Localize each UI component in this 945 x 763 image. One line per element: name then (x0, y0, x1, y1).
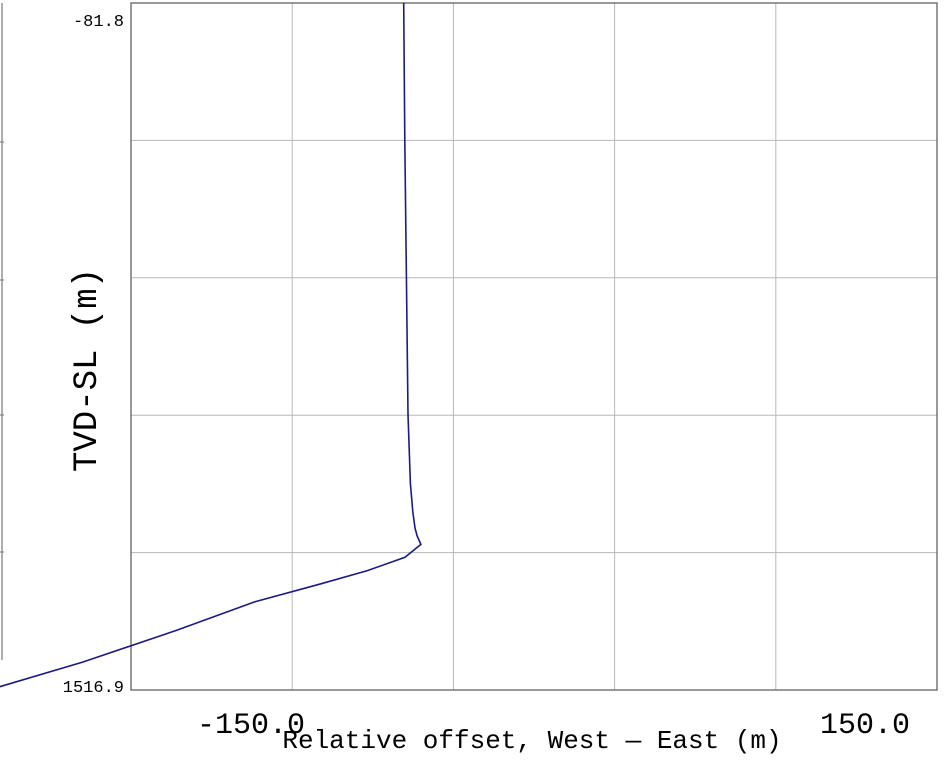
grid (131, 3, 937, 690)
y-tick-label-top: -81.8 (73, 13, 124, 32)
well-path-line (0, 2, 422, 688)
x-tick-label-left: -150.0 (197, 709, 305, 743)
x-tick-label-right: 150.0 (820, 709, 910, 743)
y-axis-label: TVD-SL (m) (69, 268, 107, 472)
plot-frame (130, 2, 938, 691)
y-tick-label-bottom: 1516.9 (63, 679, 124, 698)
x-axis-label: Relative offset, West — East (m) (282, 726, 781, 756)
